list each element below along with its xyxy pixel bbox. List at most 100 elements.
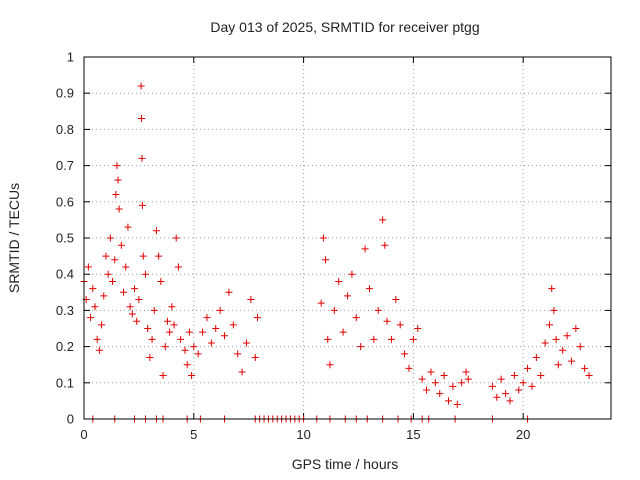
- data-point-SRMTID: [203, 314, 211, 322]
- data-point-SRMTID: [100, 292, 108, 300]
- x-axis-label: GPS time / hours: [292, 456, 399, 472]
- axis-ticks: 00.10.20.30.40.50.60.70.80.910 5 10 15 20: [56, 50, 611, 442]
- data-point-SRMTID: [115, 205, 123, 213]
- data-point-SRMTID: [423, 386, 431, 394]
- data-point-SRMTID: [238, 368, 246, 376]
- x-tick-label: 0: [80, 427, 87, 442]
- y-tick-label: 0.1: [56, 375, 74, 390]
- data-point-SRMTID: [89, 285, 97, 293]
- data-point-SRMTID: [251, 353, 259, 361]
- data-point-SRMTID: [519, 379, 527, 387]
- data-point-SRMTID: [190, 343, 198, 351]
- data-point-SRMTID: [554, 361, 562, 369]
- data-point-SRMTID: [234, 350, 242, 358]
- data-point-SRMTID: [548, 285, 556, 293]
- data-point-SRMTID: [146, 353, 154, 361]
- x-tick-label: 20: [516, 427, 530, 442]
- data-point-SRMTID: [135, 296, 143, 304]
- data-point-SRMTID: [361, 245, 369, 253]
- data-point-SRMTID: [138, 115, 146, 123]
- data-point-SRMTID: [144, 325, 152, 332]
- data-point-SRMTID: [453, 401, 461, 409]
- data-point-SRMTID: [137, 82, 145, 90]
- y-tick-label: 0.7: [56, 158, 74, 173]
- data-point-SRMTID: [93, 335, 101, 343]
- data-point-SRMTID: [126, 303, 134, 311]
- data-point-SRMTID: [317, 299, 325, 307]
- data-point-SRMTID: [91, 303, 99, 311]
- data-point-SRMTID: [581, 364, 589, 372]
- data-point-SRMTID: [212, 325, 220, 332]
- data-point-SRMTID: [348, 270, 356, 278]
- data-point-SRMTID: [488, 382, 496, 390]
- data-point-SRMTID: [120, 288, 128, 296]
- data-point-SRMTID: [559, 346, 567, 354]
- data-point-SRMTID: [113, 162, 121, 170]
- data-point-SRMTID: [464, 375, 472, 383]
- data-point-SRMTID: [131, 285, 139, 293]
- x-tick-label: 15: [406, 427, 420, 442]
- data-point-SRMTID: [157, 277, 165, 285]
- data-point-SRMTID: [381, 241, 389, 249]
- data-point-SRMTID: [552, 335, 560, 343]
- data-point-SRMTID: [344, 292, 351, 300]
- data-point-SRMTID: [138, 201, 146, 209]
- data-point-SRMTID: [114, 176, 122, 184]
- data-point-SRMTID: [159, 372, 167, 380]
- data-point-SRMTID: [458, 379, 466, 387]
- data-point-SRMTID: [532, 353, 540, 361]
- x-tick-label: 10: [296, 427, 310, 442]
- data-point-SRMTID: [112, 191, 120, 199]
- data-point-SRMTID: [150, 306, 158, 314]
- data-point-SRMTID: [181, 346, 189, 354]
- grid: [84, 57, 611, 419]
- plot-area: [83, 56, 612, 420]
- data-point-SRMTID: [436, 390, 444, 398]
- data-point-SRMTID: [401, 350, 409, 358]
- data-point-SRMTID: [229, 321, 237, 329]
- data-point-SRMTID: [405, 364, 413, 372]
- data-point-SRMTID: [161, 343, 169, 351]
- data-point-SRMTID: [87, 314, 95, 322]
- data-point-SRMTID: [207, 339, 215, 347]
- data-point-SRMTID: [122, 263, 130, 271]
- data-point-SRMTID: [392, 296, 400, 304]
- data-point-SRMTID: [449, 382, 457, 390]
- data-point-SRMTID: [139, 252, 147, 260]
- data-point-SRMTID: [102, 252, 110, 260]
- data-point-SRMTID: [550, 306, 558, 314]
- data-point-SRMTID: [563, 332, 571, 340]
- data-point-SRMTID: [572, 325, 580, 332]
- chart-title: Day 013 of 2025, SRMTID for receiver ptg…: [210, 19, 479, 35]
- data-point-SRMTID: [445, 397, 453, 405]
- data-point-SRMTID: [133, 317, 141, 325]
- data-point-SRMTID: [585, 372, 593, 380]
- data-point-SRMTID: [546, 321, 554, 329]
- y-tick-label: 0.2: [56, 339, 74, 354]
- data-point-SRMTID: [106, 234, 114, 242]
- data-point-SRMTID: [339, 328, 347, 336]
- y-tick-label: 0.6: [56, 194, 74, 209]
- data-point-SRMTID: [567, 357, 575, 365]
- data-point-SRMTID: [396, 321, 404, 329]
- data-point-SRMTID: [541, 339, 549, 347]
- data-point-SRMTID: [109, 277, 117, 285]
- y-tick-label: 0.4: [56, 267, 74, 282]
- data-point-SRMTID: [124, 223, 132, 231]
- y-axis-label: SRMTID / TECUs: [6, 183, 22, 293]
- data-point-SRMTID: [326, 361, 334, 369]
- data-point-SRMTID: [155, 252, 163, 260]
- data-point-SRMTID: [528, 382, 536, 390]
- data-point-SRMTID: [188, 372, 196, 380]
- y-tick-label: 0.3: [56, 303, 74, 318]
- data-point-SRMTID: [506, 397, 514, 405]
- y-tick-label: 0.5: [56, 231, 74, 246]
- data-point-SRMTID: [117, 241, 125, 249]
- data-point-SRMTID: [322, 256, 330, 264]
- data-point-SRMTID: [225, 288, 233, 296]
- data-point-SRMTID: [335, 277, 343, 285]
- data-point-SRMTID: [111, 256, 119, 264]
- y-tick-label: 0.8: [56, 122, 74, 137]
- data-point-SRMTID: [174, 263, 182, 271]
